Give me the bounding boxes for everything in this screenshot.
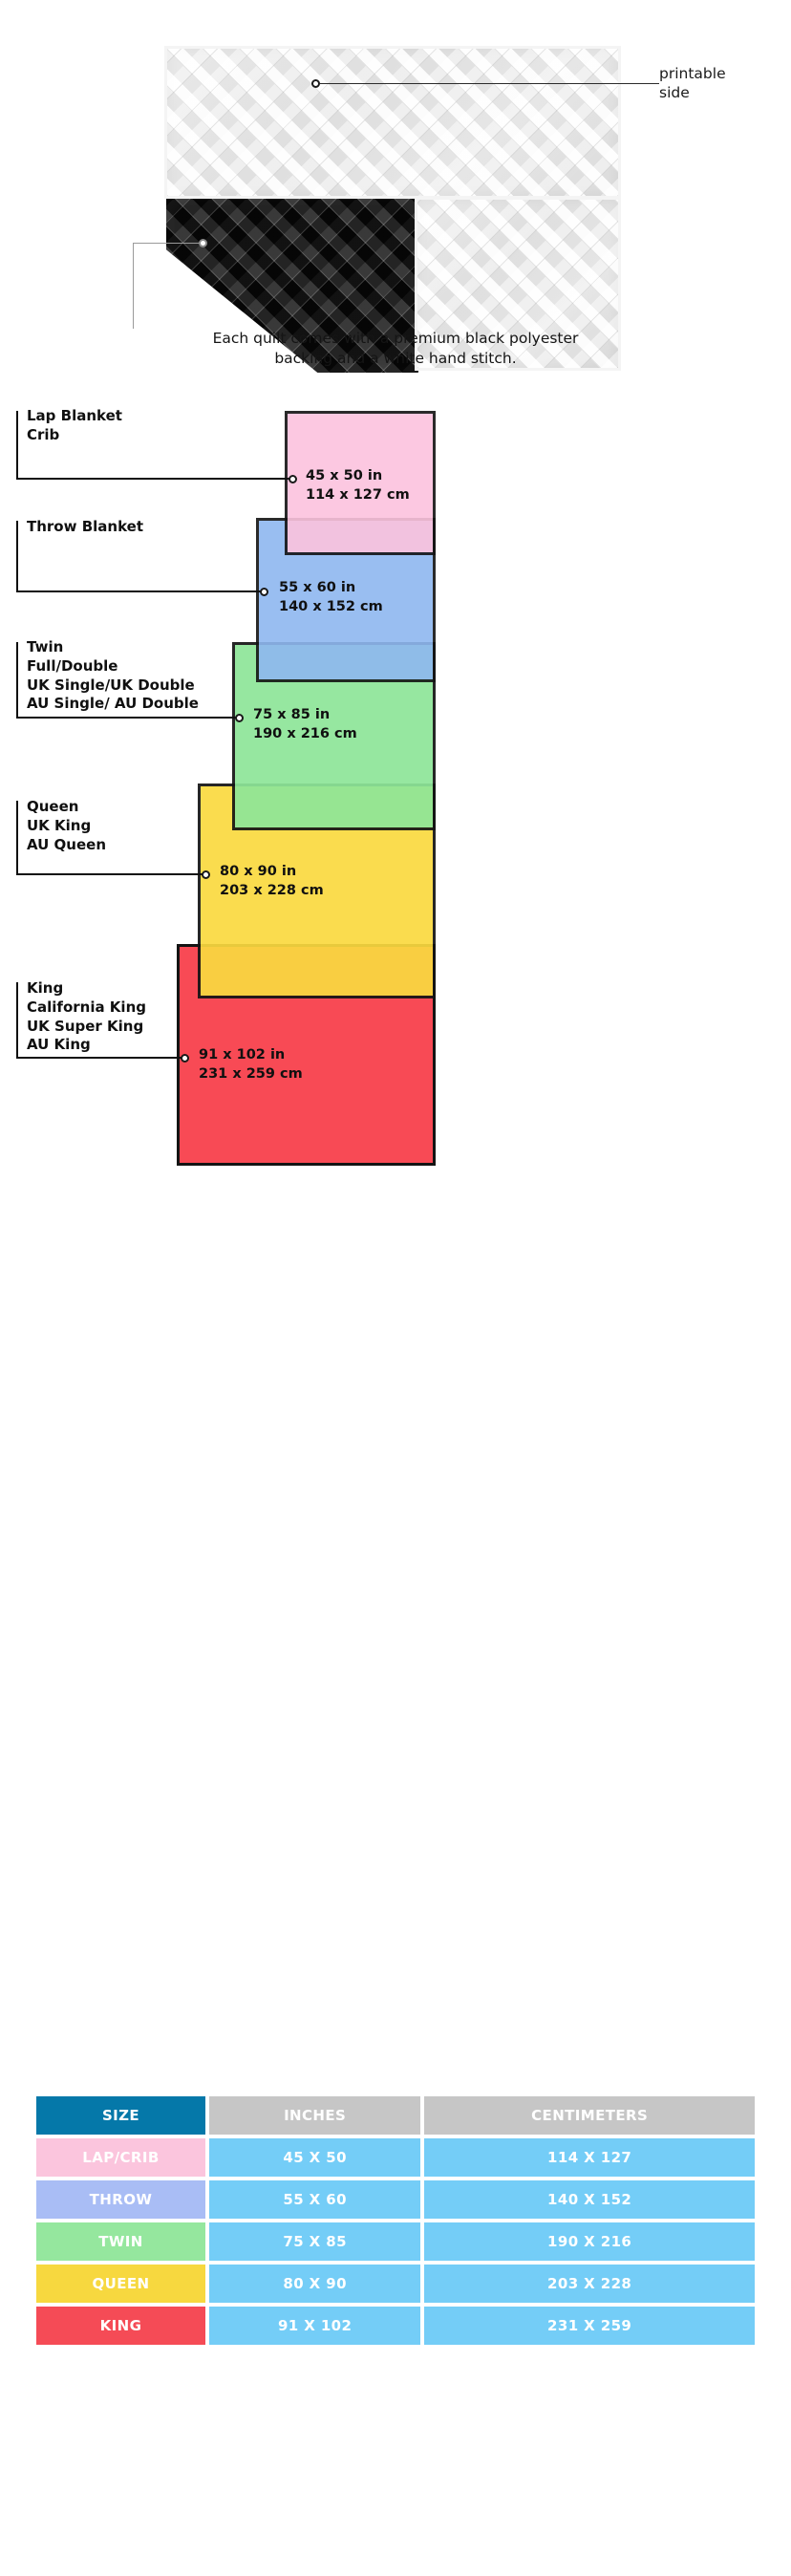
quilt-stitch-pattern-light-upper [167,49,618,196]
bracket-king [16,982,183,1059]
printable-side-callout-line [320,83,659,84]
quilt-caption-line2: backing and a white hand stitch. [274,350,517,368]
table-cell-centimeters: 231 X 259 [424,2307,755,2345]
size-table: SIZE INCHES CENTIMETERS LAP/CRIB 45 X 50… [32,2093,759,2349]
size-label-lap-crib: Lap Blanket Crib [27,407,122,443]
table-cell-centimeters: 190 X 216 [424,2222,755,2261]
bracket-queen [16,801,204,875]
table-cell-inches: 55 X 60 [209,2180,421,2219]
table-row: THROW 55 X 60 140 X 152 [36,2180,755,2219]
printable-side-callout-dot [311,79,320,88]
printable-side-label-line2: side [659,83,690,101]
callout-dot-queen [202,870,210,879]
table-body: LAP/CRIB 45 X 50 114 X 127 THROW 55 X 60… [36,2138,755,2345]
size-label-king: King California King UK Super King AU Ki… [27,979,146,1054]
size-label-throw: Throw Blanket [27,518,143,535]
size-dimension-throw-text: 55 x 60 in 140 x 152 cm [279,580,383,614]
table-header-size: SIZE [36,2096,205,2135]
table-cell-centimeters: 140 X 152 [424,2180,755,2219]
table-header-row: SIZE INCHES CENTIMETERS [36,2096,755,2135]
callout-dot-lap-crib [289,475,297,483]
quilt-caption: Each quilt comes with a premium black po… [0,329,791,370]
printable-side-label: printable side [659,65,726,103]
bracket-lap-crib [16,411,291,480]
table-cell-size: QUEEN [36,2265,205,2303]
table-cell-size: TWIN [36,2222,205,2261]
printable-side-label-line1: printable [659,65,726,82]
quilt-caption-line1: Each quilt comes with a premium black po… [212,330,579,347]
backing-callout-line-h [133,243,200,244]
callout-dot-king [181,1054,189,1063]
quilt-illustration-section: printable side Each quilt comes with a p… [0,0,791,382]
table-row: LAP/CRIB 45 X 50 114 X 127 [36,2138,755,2177]
size-dimension-king: 91 x 102 in 231 x 259 cm [199,1047,303,1082]
size-comparison-diagram: Lap Blanket Crib 45 x 50 in 114 x 127 cm… [0,392,791,1166]
table-row: KING 91 X 102 231 X 259 [36,2307,755,2345]
table-cell-size: LAP/CRIB [36,2138,205,2177]
bracket-twin [16,642,238,719]
callout-dot-throw [260,588,268,596]
table-cell-centimeters: 203 X 228 [424,2265,755,2303]
backing-callout-dot [199,239,207,247]
table-cell-inches: 91 X 102 [209,2307,421,2345]
quilt-printable-side-upper [164,46,621,199]
size-dimension-lap-crib: 45 x 50 in 114 x 127 cm [306,468,410,503]
table-row: TWIN 75 X 85 190 X 216 [36,2222,755,2261]
quilt-image [133,46,659,373]
bracket-throw [16,521,263,592]
size-label-queen: Queen UK King AU Queen [27,798,107,853]
size-rect-lap-crib [285,411,436,555]
table-cell-centimeters: 114 X 127 [424,2138,755,2177]
size-dimension-queen: 80 x 90 in 203 x 228 cm [220,864,324,898]
size-table-section: SIZE INCHES CENTIMETERS LAP/CRIB 45 X 50… [32,2093,759,2349]
size-label-twin: Twin Full/Double UK Single/UK Double AU … [27,638,199,713]
callout-dot-twin [235,714,244,722]
table-header-centimeters: CENTIMETERS [424,2096,755,2135]
table-cell-size: THROW [36,2180,205,2219]
table-header-inches: INCHES [209,2096,421,2135]
table-cell-inches: 80 X 90 [209,2265,421,2303]
table-cell-inches: 75 X 85 [209,2222,421,2261]
quilt-stitch-pattern-light-lower [417,200,618,368]
quilt-printable-side-lower [415,197,621,371]
table-cell-size: KING [36,2307,205,2345]
table-cell-inches: 45 X 50 [209,2138,421,2177]
size-dimension-twin: 75 x 85 in 190 x 216 cm [253,707,357,741]
backing-callout-line-v [133,243,134,329]
table-row: QUEEN 80 X 90 203 X 228 [36,2265,755,2303]
